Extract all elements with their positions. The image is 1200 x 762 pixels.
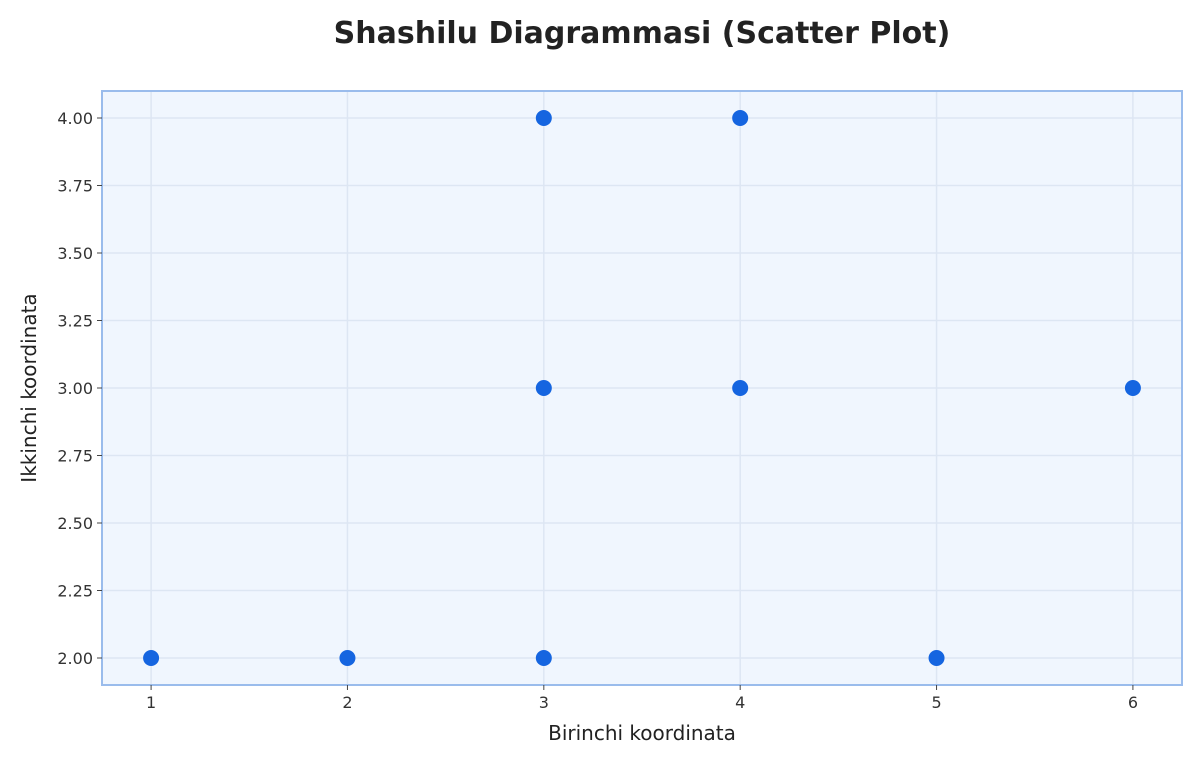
y-tick-label: 2.25 xyxy=(57,582,93,601)
x-axis-label: Birinchi koordinata xyxy=(548,721,736,745)
x-axis-ticks: 1 2 3 4 5 6 xyxy=(146,685,1138,712)
y-tick-label: 2.00 xyxy=(57,649,93,668)
grid-lines xyxy=(102,91,1182,685)
data-points xyxy=(143,110,1141,666)
data-point xyxy=(535,380,552,396)
data-point xyxy=(143,650,160,666)
data-point xyxy=(732,380,749,396)
data-point xyxy=(1124,380,1141,396)
y-tick-label: 3.25 xyxy=(57,312,93,331)
x-tick-label: 3 xyxy=(539,693,549,712)
y-axis-label: Ikkinchi koordinata xyxy=(17,293,41,482)
x-tick-label: 6 xyxy=(1128,693,1138,712)
chart-title: Shashilu Diagrammasi (Scatter Plot) xyxy=(334,16,951,51)
y-tick-label: 3.00 xyxy=(57,379,93,398)
y-tick-label: 3.75 xyxy=(57,177,93,196)
y-axis-ticks: 2.00 2.25 2.50 2.75 3.00 3.25 3.50 3.75 4.00 xyxy=(57,109,102,668)
x-tick-label: 1 xyxy=(146,693,156,712)
data-point xyxy=(535,650,552,666)
x-tick-label: 2 xyxy=(342,693,352,712)
data-point xyxy=(732,110,749,126)
y-tick-label: 3.50 xyxy=(57,244,93,263)
x-tick-label: 5 xyxy=(931,693,941,712)
y-tick-label: 2.75 xyxy=(57,447,93,466)
data-point xyxy=(928,650,945,666)
data-point xyxy=(535,110,552,126)
x-tick-label: 4 xyxy=(735,693,745,712)
y-tick-label: 4.00 xyxy=(57,109,93,128)
data-point xyxy=(339,650,356,666)
y-tick-label: 2.50 xyxy=(57,514,93,533)
